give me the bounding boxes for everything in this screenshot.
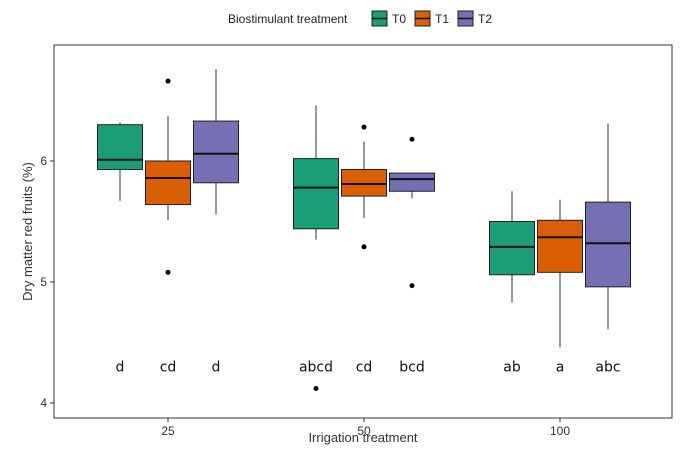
iqr-box [193, 120, 239, 184]
iqr-box [585, 201, 631, 288]
significance-letter: ab [503, 360, 521, 376]
x-tick-label: 50 [357, 424, 371, 438]
x-axis: 25 50 100 [161, 418, 570, 438]
x-axis-title: Irrigation treatment [308, 430, 417, 445]
significance-letter: abcd [299, 360, 333, 376]
outlier-point [313, 385, 319, 391]
legend-item-T0: T0 [371, 10, 406, 27]
legend-title: Biostimulant treatment [228, 12, 348, 26]
box-T0-50 [293, 105, 339, 391]
outlier-point [361, 124, 367, 130]
significance-letter: cd [356, 360, 373, 376]
legend-item-T2: T2 [457, 10, 492, 27]
iqr-box [537, 219, 583, 273]
iqr-box [341, 168, 387, 197]
iqr-box [489, 221, 535, 276]
significance-letter: d [116, 360, 125, 376]
y-tick-label: 5 [40, 275, 47, 289]
iqr-box [145, 160, 191, 206]
box-T0-25 [97, 122, 143, 201]
box-T2-100 [585, 123, 631, 330]
significance-letter: cd [160, 360, 177, 376]
box-T2-50 [389, 136, 435, 289]
outlier-point [409, 283, 415, 289]
x-tick-label: 100 [550, 424, 570, 438]
box-T1-50 [341, 124, 387, 250]
box-T1-100 [537, 199, 583, 348]
outlier-point [409, 136, 415, 142]
boxes [97, 69, 631, 391]
box-T2-25 [193, 69, 239, 215]
significance-letter: d [212, 360, 221, 376]
legend: Biostimulant treatment T0 T1 T2 [228, 10, 492, 27]
box-T1-25 [145, 78, 191, 275]
y-tick-label: 6 [40, 154, 47, 168]
x-tick-label: 25 [161, 424, 175, 438]
iqr-box [97, 124, 143, 170]
y-axis-title: Dry matter red fruits (%) [20, 162, 35, 301]
significance-letter: a [556, 360, 565, 376]
outlier-point [165, 269, 171, 275]
legend-item-T1: T1 [414, 10, 449, 27]
iqr-box [293, 158, 339, 230]
significance-letters: d cd d abcd cd bcd ab a abc [116, 360, 621, 376]
legend-label: T2 [478, 12, 492, 26]
outlier-point [165, 78, 171, 84]
outlier-point [361, 244, 367, 250]
significance-letter: bcd [399, 360, 424, 376]
legend-label: T0 [392, 12, 406, 26]
significance-letter: abc [595, 360, 620, 376]
legend-label: T1 [435, 12, 449, 26]
y-tick-label: 4 [40, 396, 47, 410]
box-T0-100 [489, 191, 535, 303]
y-axis: 4 5 6 [40, 154, 54, 410]
iqr-box [389, 172, 435, 192]
